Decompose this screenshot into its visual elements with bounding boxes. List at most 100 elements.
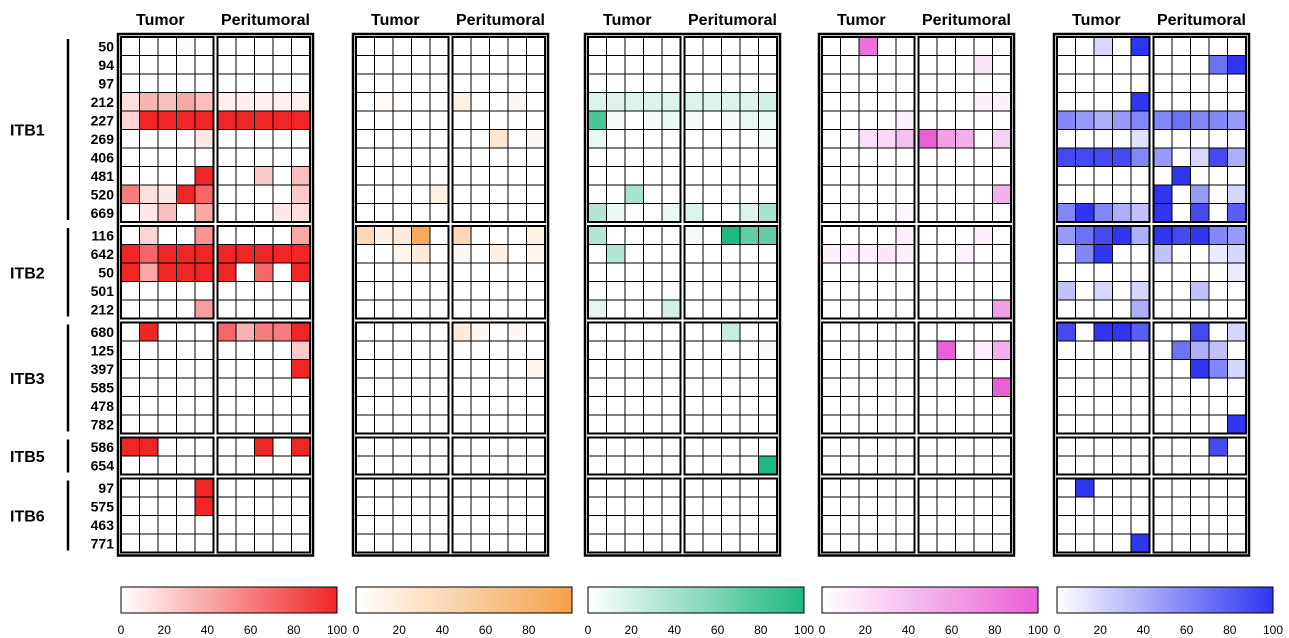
heatmap-cell-p4-r27-c6 — [918, 533, 938, 553]
heatmap-cell-p5-r19-c1 — [1056, 377, 1076, 397]
panel-4-tumor-block-itb2 — [821, 225, 916, 320]
heatmap-cell-p1-r25-c9 — [272, 496, 292, 516]
heatmap-cell-p3-r9-c3 — [624, 184, 644, 204]
heatmap-cell-p2-r7-c1 — [355, 147, 375, 167]
colorbar-3-tick-0: 0 — [585, 623, 592, 637]
colorbar-5 — [1056, 586, 1274, 614]
heatmap-cell-p1-r11-c8 — [254, 225, 274, 245]
heatmap-cell-p3-r6-c3 — [624, 129, 644, 149]
heatmap-cell-p4-r23-c3 — [858, 455, 878, 475]
heatmap-cell-p1-r15-c6 — [217, 299, 237, 319]
heatmap-cell-p1-r11-c7 — [235, 225, 255, 245]
heatmap-cell-p1-r25-c5 — [194, 496, 214, 516]
heatmap-cell-p1-r8-c9 — [272, 166, 292, 186]
heatmap-cell-p5-r17-c1 — [1056, 340, 1076, 360]
heatmap-cell-p5-r25-c6 — [1153, 496, 1173, 516]
heatmap-cell-p4-r12-c3 — [858, 244, 878, 264]
heatmap-cell-p4-r10-c8 — [955, 203, 975, 223]
heatmap-cell-p4-r21-c3 — [858, 414, 878, 434]
heatmap-cell-p5-r15-c7 — [1171, 299, 1191, 319]
heatmap-cell-p2-r1-c9 — [507, 36, 527, 56]
heatmap-cell-p2-r23-c2 — [374, 455, 394, 475]
heatmap-cell-p3-r2-c4 — [643, 55, 663, 75]
heatmap-cell-p2-r14-c10 — [526, 281, 546, 301]
heatmap-cell-p2-r10-c5 — [429, 203, 449, 223]
heatmap-cell-p5-r14-c7 — [1171, 281, 1191, 301]
heatmap-cell-p5-r22-c8 — [1190, 437, 1210, 457]
heatmap-cell-p3-r10-c3 — [624, 203, 644, 223]
heatmap-cell-p3-r8-c8 — [721, 166, 741, 186]
panel-4-tumor-block-itb5 — [821, 436, 916, 476]
heatmap-cell-p2-r19-c8 — [489, 377, 509, 397]
heatmap-cell-p3-r19-c3 — [624, 377, 644, 397]
colorbar-3-tick-80: 80 — [754, 623, 768, 637]
heatmap-cell-p3-r19-c6 — [684, 377, 704, 397]
heatmap-cell-p5-r19-c8 — [1190, 377, 1210, 397]
heatmap-cell-p2-r23-c5 — [429, 455, 449, 475]
heatmap-cell-p4-r11-c1 — [821, 225, 841, 245]
heatmap-cell-p4-r27-c1 — [821, 533, 841, 553]
heatmap-cell-p2-r4-c1 — [355, 92, 375, 112]
heatmap-cell-p3-r15-c6 — [684, 299, 704, 319]
heatmap-cell-p4-r8-c6 — [918, 166, 938, 186]
heatmap-cell-p4-r3-c5 — [895, 73, 915, 93]
heatmap-cell-p3-r15-c8 — [721, 299, 741, 319]
heatmap-cell-p3-r21-c9 — [739, 414, 759, 434]
heatmap-cell-p1-r26-c3 — [157, 515, 177, 535]
heatmap-cell-p1-r11-c6 — [217, 225, 237, 245]
heatmap-cell-p2-r8-c4 — [411, 166, 431, 186]
heatmap-cell-p3-r2-c8 — [721, 55, 741, 75]
heatmap-cell-p1-r12-c8 — [254, 244, 274, 264]
heatmap-cell-p1-r24-c1 — [120, 478, 140, 498]
heatmap-cell-p1-r18-c6 — [217, 359, 237, 379]
heatmap-cell-p2-r5-c2 — [374, 110, 394, 130]
heatmap-cell-p4-r9-c8 — [955, 184, 975, 204]
heatmap-cell-p1-r26-c6 — [217, 515, 237, 535]
heatmap-cell-p2-r26-c4 — [411, 515, 431, 535]
heatmap-cell-p2-r6-c1 — [355, 129, 375, 149]
heatmap-cell-p1-r10-c8 — [254, 203, 274, 223]
heatmap-cell-p4-r24-c1 — [821, 478, 841, 498]
heatmap-cell-p3-r16-c1 — [587, 322, 607, 342]
heatmap-cell-p2-r17-c8 — [489, 340, 509, 360]
heatmap-cell-p3-r17-c6 — [684, 340, 704, 360]
heatmap-cell-p2-r18-c2 — [374, 359, 394, 379]
heatmap-cell-p3-r7-c6 — [684, 147, 704, 167]
heatmap-cell-p5-r24-c1 — [1056, 478, 1076, 498]
heatmap-cell-p4-r27-c3 — [858, 533, 878, 553]
heatmap-cell-p1-r27-c8 — [254, 533, 274, 553]
heatmap-cell-p5-r27-c7 — [1171, 533, 1191, 553]
heatmap-cell-p2-r8-c1 — [355, 166, 375, 186]
panel-1-tumor-block-itb5 — [120, 436, 215, 476]
heatmap-cell-p4-r9-c2 — [840, 184, 860, 204]
heatmap-cell-p5-r5-c1 — [1056, 110, 1076, 130]
heatmap-cell-p5-r18-c10 — [1227, 359, 1247, 379]
heatmap-cell-p5-r12-c5 — [1130, 244, 1150, 264]
heatmap-cell-p3-r17-c5 — [661, 340, 681, 360]
heatmap-cell-p5-r1-c10 — [1227, 36, 1247, 56]
row-label-itb1-94: 94 — [98, 57, 114, 73]
heatmap-cell-p3-r15-c10 — [758, 299, 778, 319]
heatmap-cell-p2-r24-c9 — [507, 478, 527, 498]
heatmap-cell-p1-r7-c8 — [254, 147, 274, 167]
panel-4-peritumoral-block-itb1 — [917, 36, 1012, 223]
heatmap-cell-p3-r15-c4 — [643, 299, 663, 319]
heatmap-cell-p1-r21-c5 — [194, 414, 214, 434]
heatmap-cell-p1-r3-c1 — [120, 73, 140, 93]
heatmap-cell-p5-r6-c1 — [1056, 129, 1076, 149]
heatmap-cell-p3-r21-c7 — [702, 414, 722, 434]
heatmap-cell-p5-r15-c9 — [1208, 299, 1228, 319]
heatmap-cell-p1-r14-c3 — [157, 281, 177, 301]
panel-2-peritumoral-block-itb3 — [451, 321, 546, 435]
heatmap-cell-p3-r27-c8 — [721, 533, 741, 553]
heatmap-cell-p5-r21-c9 — [1208, 414, 1228, 434]
heatmap-cell-p1-r25-c4 — [176, 496, 196, 516]
heatmap-cell-p3-r19-c2 — [606, 377, 626, 397]
heatmap-cell-p4-r25-c9 — [973, 496, 993, 516]
heatmap-cell-p1-r12-c6 — [217, 244, 237, 264]
heatmap-cell-p1-r13-c5 — [194, 262, 214, 282]
heatmap-cell-p5-r3-c3 — [1093, 73, 1113, 93]
heatmap-cell-p5-r24-c9 — [1208, 478, 1228, 498]
heatmap-cell-p4-r17-c6 — [918, 340, 938, 360]
heatmap-cell-p3-r1-c10 — [758, 36, 778, 56]
